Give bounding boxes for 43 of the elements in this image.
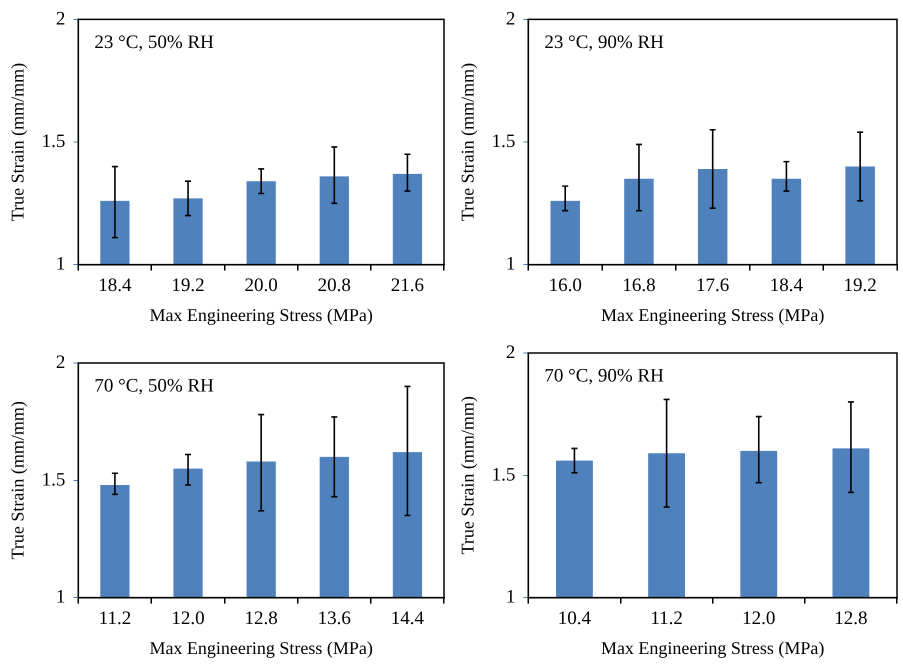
- text: 70 °C, 50% RH: [94, 375, 214, 396]
- y-tick-label: 1: [56, 254, 66, 275]
- x-tick-label: 21.6: [390, 274, 424, 296]
- text: 23 °C, 50% RH: [94, 32, 214, 53]
- x-axis-title: Max Engineering Stress (MPa): [149, 638, 373, 658]
- x-tick-label: 16.0: [548, 274, 582, 296]
- text: 23 °C, 90% RH: [544, 32, 664, 53]
- x-tick-label: 19.2: [844, 274, 877, 296]
- x-tick-label: 11.2: [98, 608, 132, 629]
- x-tick-label: 18.4: [770, 274, 804, 296]
- y-tick-label: 1.5: [492, 464, 516, 486]
- y-tick-label: 1: [506, 586, 516, 608]
- x-tick-label: 14.4: [390, 608, 425, 629]
- y-tick-label: 2: [506, 8, 516, 30]
- x-tick-label: 12.8: [244, 608, 278, 629]
- y-tick-label: 1.5: [42, 469, 66, 490]
- y-tick-label: 1: [56, 586, 66, 608]
- x-tick-label: 18.4: [98, 274, 132, 296]
- x-tick-label: 12.0: [742, 608, 776, 629]
- x-tick-label: 13.6: [318, 608, 351, 629]
- x-axis-title: Max Engineering Stress (MPa): [600, 638, 824, 658]
- y-tick-label: 2: [506, 342, 516, 363]
- x-tick-label: 10.4: [558, 608, 592, 629]
- x-tick-label: 20.8: [318, 274, 351, 296]
- y-axis-title: True Strain (mm/mm): [8, 401, 28, 560]
- x-tick-label: 12.0: [171, 608, 205, 629]
- y-axis-title: True Strain (mm/mm): [458, 62, 478, 222]
- x-tick-label: 17.6: [696, 274, 730, 296]
- y-tick-label: 1.5: [42, 130, 66, 152]
- y-axis-title: True Strain (mm/mm): [8, 62, 28, 222]
- y-tick-label: 2: [56, 8, 66, 30]
- y-axis-title: True Strain (mm/mm): [458, 396, 478, 554]
- x-axis-title: Max Engineering Stress (MPa): [149, 304, 373, 325]
- x-tick-label: 12.8: [834, 608, 868, 629]
- y-tick-label: 1.5: [492, 130, 516, 152]
- x-axis-title: Max Engineering Stress (MPa): [600, 304, 824, 325]
- text: 70 °C, 90% RH: [544, 365, 664, 386]
- y-tick-label: 2: [56, 352, 66, 373]
- x-tick-label: 11.2: [650, 608, 683, 629]
- x-tick-label: 16.8: [622, 274, 656, 296]
- y-tick-label: 1: [506, 254, 516, 275]
- x-tick-label: 20.0: [244, 274, 278, 296]
- x-tick-label: 19.2: [171, 274, 205, 296]
